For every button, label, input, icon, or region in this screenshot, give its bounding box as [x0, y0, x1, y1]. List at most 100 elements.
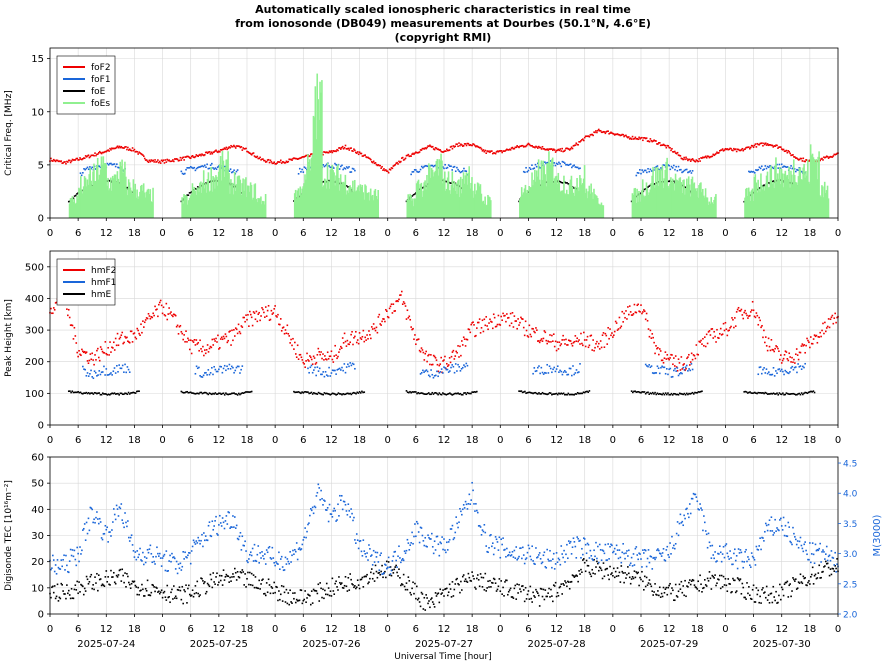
data-point [347, 392, 349, 395]
data-point [286, 161, 289, 164]
data-point [294, 592, 296, 594]
y-tick-label: 500 [25, 262, 44, 273]
data-point [164, 314, 167, 317]
data-point [794, 156, 796, 158]
data-point [374, 162, 377, 164]
data-point [579, 573, 581, 575]
data-point [418, 188, 421, 191]
foes-bar [439, 160, 441, 218]
data-point [256, 320, 259, 323]
data-point [412, 327, 414, 330]
data-point [701, 343, 703, 345]
data-point [441, 592, 443, 594]
data-point [163, 313, 166, 316]
data-point [676, 393, 679, 396]
data-point [387, 316, 390, 319]
data-point [779, 358, 781, 361]
data-point [667, 164, 669, 166]
data-point [67, 390, 70, 393]
data-point [279, 323, 281, 326]
data-point [288, 335, 291, 337]
data-point [540, 393, 543, 395]
data-point [445, 368, 448, 371]
data-point [55, 301, 58, 304]
data-point [499, 324, 502, 326]
data-point [729, 147, 731, 150]
data-point [642, 171, 645, 173]
data-point [158, 161, 160, 164]
data-point [395, 564, 397, 567]
x-tick-label: 6 [525, 228, 531, 239]
data-point [547, 592, 549, 594]
foes-bar [654, 187, 656, 218]
data-point [389, 566, 392, 568]
data-point [676, 369, 679, 372]
data-point [148, 548, 151, 550]
data-point [401, 583, 404, 586]
data-point [781, 148, 784, 151]
data-point [73, 391, 76, 394]
data-point [541, 595, 544, 598]
data-point [225, 335, 228, 338]
data-point [637, 391, 640, 393]
data-point [695, 586, 698, 589]
data-point [187, 391, 190, 394]
foes-bar [706, 197, 709, 218]
data-point [173, 585, 175, 587]
data-point [77, 592, 79, 595]
data-point [70, 324, 73, 326]
data-point [90, 167, 92, 170]
foes-bar [190, 193, 193, 218]
foes-bar [579, 175, 581, 218]
data-point [526, 392, 529, 394]
data-point [705, 157, 708, 159]
data-point [406, 154, 409, 157]
foes-bar [671, 178, 674, 218]
data-point [622, 133, 624, 136]
data-point [747, 317, 749, 319]
data-point [805, 159, 807, 161]
data-point [57, 160, 60, 163]
data-point [447, 371, 450, 373]
data-point [546, 148, 548, 150]
data-point [344, 167, 347, 170]
data-point [368, 581, 370, 583]
data-point [57, 566, 60, 569]
foes-bar [661, 165, 664, 218]
data-point [308, 392, 310, 395]
foes-bar [225, 159, 228, 218]
data-point [328, 594, 331, 597]
data-point [610, 573, 612, 576]
data-point [321, 373, 323, 376]
data-point [363, 575, 366, 578]
data-point [590, 133, 593, 136]
data-point [793, 578, 795, 581]
foes-bar [242, 178, 244, 218]
data-point [417, 171, 420, 173]
data-point [106, 149, 109, 152]
data-point [579, 167, 581, 170]
data-point [147, 594, 150, 596]
data-point [787, 359, 790, 362]
data-point [144, 159, 147, 161]
data-point [582, 344, 584, 347]
data-point [111, 529, 113, 531]
data-point [696, 353, 699, 356]
data-point [53, 570, 56, 573]
data-point [294, 157, 297, 160]
data-point [420, 165, 423, 168]
data-point [800, 392, 803, 394]
data-point [697, 160, 700, 163]
data-point [755, 587, 758, 589]
data-point [323, 597, 325, 600]
data-point [455, 350, 457, 353]
data-point [654, 140, 656, 142]
data-point [380, 570, 382, 573]
foes-bar [701, 188, 704, 218]
data-point [143, 556, 146, 558]
data-point [271, 587, 274, 589]
foes-bar [311, 154, 314, 218]
data-point [585, 135, 588, 138]
data-point [295, 157, 298, 160]
foes-bar [375, 196, 378, 218]
